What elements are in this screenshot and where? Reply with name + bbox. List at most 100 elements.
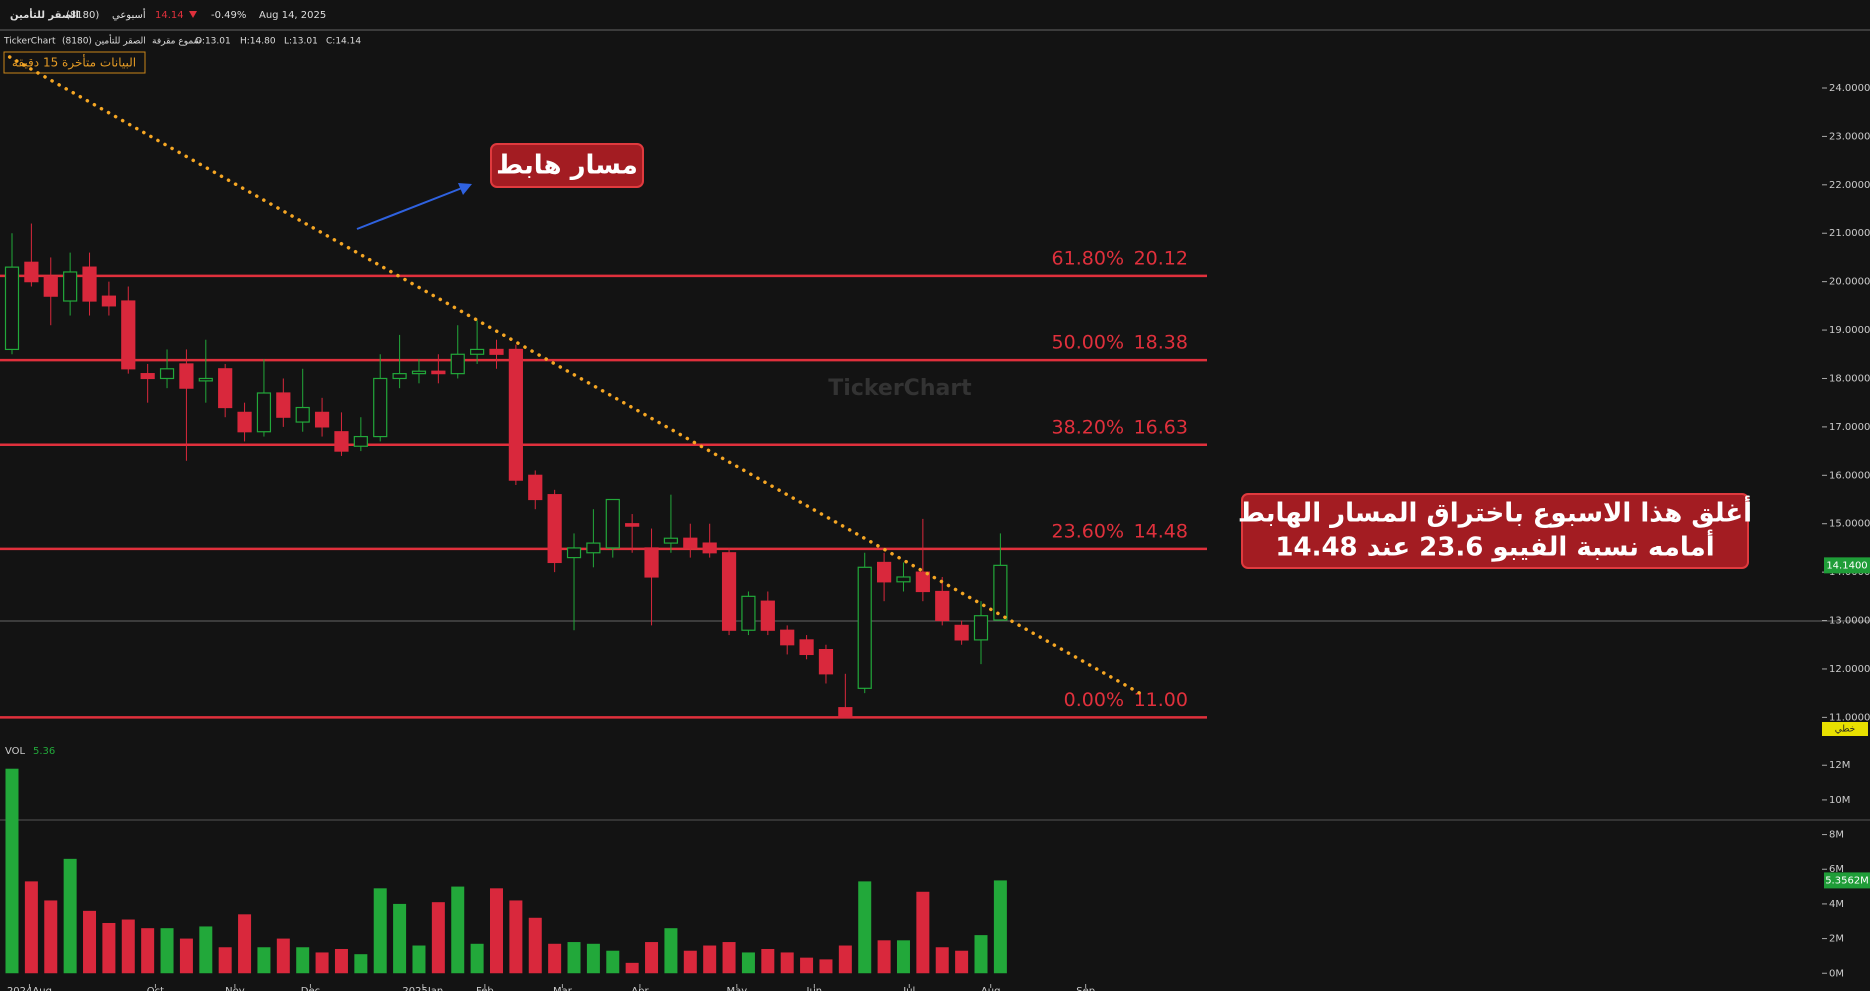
fib-price: 18.38 [1134, 332, 1188, 354]
volume-bar [218, 947, 232, 974]
volume-bar [490, 888, 503, 974]
header-change: -0.49% [211, 10, 246, 21]
x-tick-label: Sep [1076, 986, 1095, 991]
volume-bar [238, 914, 252, 974]
volume-bar [412, 945, 426, 974]
volume-bar [83, 910, 97, 974]
y-tick-label: 22.0000 [1829, 180, 1870, 191]
candle-body [625, 523, 640, 527]
candle-body [935, 590, 950, 622]
candle-body [63, 271, 78, 302]
note-line: أمامه نسبة الفيبو 23.6 عند 14.48 [1275, 530, 1714, 563]
note-box [1241, 493, 1749, 569]
stock-code: (8180) [66, 10, 99, 21]
volume-bar [586, 943, 600, 974]
legend-high: H:14.80 [240, 37, 276, 47]
arrow-line [356, 187, 463, 230]
period: أسبوعي [112, 8, 146, 21]
candle-body [915, 571, 930, 593]
y-tick-label: 17.0000 [1829, 422, 1870, 433]
volume-bar [625, 962, 639, 974]
candle-body [683, 537, 698, 549]
y-tick-label: 15.0000 [1829, 519, 1870, 530]
y-tick-label: 20.0000 [1829, 277, 1870, 288]
y-tick-label: 0M [1829, 968, 1844, 979]
x-tick-label: Aug [981, 986, 1001, 991]
volume-bar [858, 881, 872, 974]
candle-body [721, 552, 737, 631]
line-style-text: خطي [1835, 725, 1855, 735]
volume-bar [334, 948, 348, 974]
candle-body [586, 542, 601, 554]
legend-symbol: الصقر للتأمين (8180) [62, 34, 146, 47]
volume-bar [141, 928, 155, 974]
candle-body [663, 537, 679, 544]
candle-body [857, 566, 872, 689]
volume-bar [102, 922, 116, 974]
volume-bar [121, 919, 135, 974]
volume-current: 5.36 [33, 746, 55, 757]
y-tick-label: 18.0000 [1829, 373, 1870, 384]
candle-body [838, 707, 853, 718]
candle-body [876, 561, 892, 583]
arrow-head [458, 183, 472, 195]
candle-body [140, 373, 155, 380]
line-style-badge [1822, 722, 1868, 736]
candle-body [101, 295, 117, 307]
y-tick-label: 23.0000 [1829, 131, 1870, 142]
candle-body [508, 348, 523, 481]
y-tick-label: 19.0000 [1829, 325, 1870, 336]
last-volume-label: 5.3562M [1825, 875, 1869, 886]
candle-body [799, 639, 814, 656]
volume-bar [276, 938, 290, 974]
y-tick-label: 10M [1829, 795, 1850, 806]
candle-body [973, 615, 989, 641]
candle-body [470, 348, 485, 355]
volume-bar [916, 891, 930, 974]
candle-body [954, 624, 969, 641]
trendline [7, 55, 1148, 699]
legend-open: O:13.01 [195, 37, 231, 47]
y-tick-label: 21.0000 [1829, 228, 1870, 239]
down-icon [189, 11, 197, 18]
candle-body [547, 494, 562, 564]
y-tick-label: 4M [1829, 899, 1844, 910]
note-line: أغلق هذا الاسبوع باختراق المسار الهابط [1238, 496, 1752, 529]
candle-body [489, 348, 504, 355]
volume-bar [199, 926, 213, 974]
last-price-badge [1824, 557, 1870, 574]
volume-bar [567, 942, 581, 974]
x-tick-label: Apr [631, 986, 649, 991]
candle-body [179, 363, 194, 389]
volume-bar [431, 902, 445, 974]
fib-ratio: 61.80% [1052, 247, 1124, 269]
volume-bar [373, 888, 387, 974]
volume-bar [741, 952, 755, 974]
fib-ratio: 0.00% [1064, 689, 1124, 711]
volume-bar [683, 950, 697, 974]
candle-body [159, 368, 175, 380]
volume-bar [935, 947, 949, 974]
y-tick-label: 12M [1829, 760, 1850, 771]
candle-body [605, 498, 620, 549]
volume-bar [509, 900, 523, 974]
volume-bar [5, 768, 19, 974]
candle-body [237, 411, 252, 433]
volume-bar [160, 928, 174, 974]
y-tick-label: 24.0000 [1829, 83, 1870, 94]
candle-body [276, 392, 291, 418]
last-volume-badge [1824, 872, 1870, 889]
stock-name: الصقر للتأمين [10, 8, 79, 21]
volume-bar [800, 957, 814, 974]
header-date: Aug 14, 2025 [259, 10, 326, 21]
legend-source: TickerChart [3, 37, 56, 47]
y-tick-label: 16.0000 [1829, 470, 1870, 481]
volume-bar [315, 952, 329, 974]
fib-price: 11.00 [1134, 689, 1188, 711]
fib-price: 16.63 [1134, 416, 1188, 438]
volume-bar [722, 942, 736, 974]
volume-bar [838, 945, 852, 974]
header-price: 14.14 [155, 10, 184, 21]
y-tick-label: 13.0000 [1829, 616, 1870, 627]
